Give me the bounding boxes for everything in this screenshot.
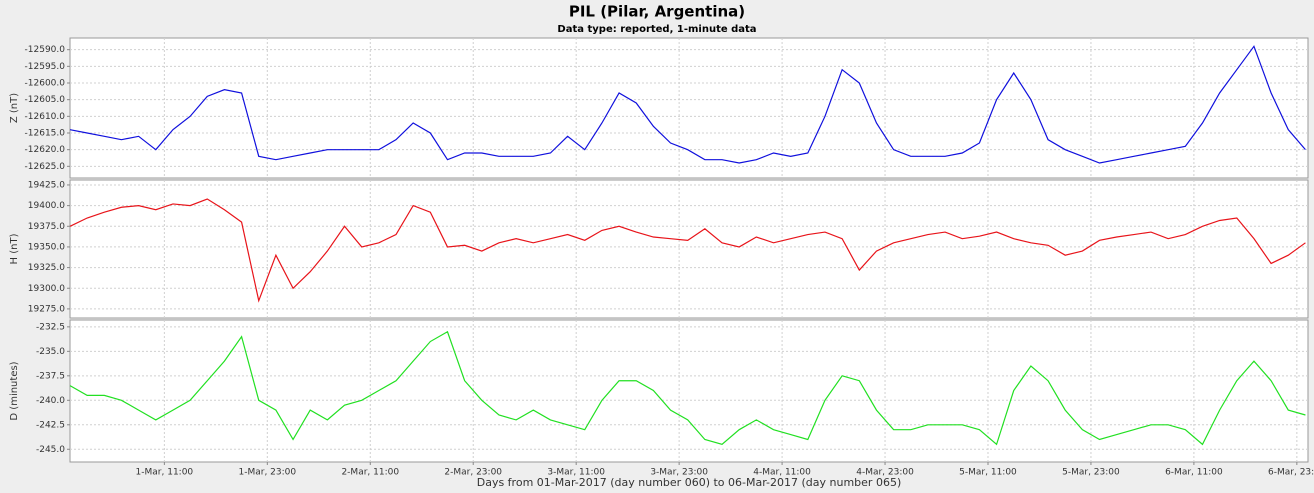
x-tick-label: 4-Mar, 11:00 — [753, 468, 811, 478]
x-tick-label: 5-Mar, 11:00 — [959, 468, 1017, 478]
x-axis-label: Days from 01-Mar-2017 (day number 060) t… — [477, 476, 902, 489]
y-tick-label: -12610.0 — [25, 112, 66, 122]
y-tick-label: -235.0 — [36, 347, 65, 357]
x-tick-label: 6-Mar, 23:00 — [1268, 468, 1314, 478]
x-tick-label: 1-Mar, 23:00 — [239, 468, 297, 478]
x-tick-label: 4-Mar, 23:00 — [856, 468, 914, 478]
x-tick-label: 3-Mar, 11:00 — [547, 468, 605, 478]
y-tick-label: -242.5 — [36, 420, 65, 430]
data-line — [69, 330, 1306, 446]
x-tick-label: 1-Mar, 11:00 — [136, 468, 194, 478]
x-tick-label: 2-Mar, 11:00 — [341, 468, 399, 478]
y-axis-label: Z (nT) — [9, 93, 20, 123]
y-tick-label: -12620.0 — [25, 145, 66, 155]
y-tick-label: -232.5 — [36, 322, 65, 332]
plot-area — [69, 179, 1309, 319]
y-tick-label: -12605.0 — [25, 95, 66, 105]
x-tick-label: 6-Mar, 11:00 — [1165, 468, 1223, 478]
x-tick-label: 2-Mar, 23:00 — [444, 468, 502, 478]
y-tick-label: -240.0 — [36, 396, 65, 406]
y-axis-label: H (nT) — [9, 233, 20, 264]
x-tick-label: 3-Mar, 23:00 — [650, 468, 708, 478]
y-tick-label: -12600.0 — [25, 79, 66, 89]
y-tick-label: -237.5 — [36, 371, 65, 381]
y-tick-label: 19275.0 — [28, 304, 65, 314]
y-axis-label: D (minutes) — [9, 361, 20, 420]
y-tick-label: -12590.0 — [25, 45, 66, 55]
y-tick-label: 19325.0 — [28, 263, 65, 273]
y-tick-label: 19300.0 — [28, 284, 65, 294]
y-tick-label: 19350.0 — [28, 242, 65, 252]
plot-area — [69, 37, 1309, 179]
y-tick-label: -245.0 — [36, 445, 65, 455]
chart-subtitle: Data type: reported, 1-minute data — [557, 24, 756, 35]
y-tick-label: 19400.0 — [28, 201, 65, 211]
y-tick-label: -12625.0 — [25, 162, 66, 172]
chart-title: PIL (Pilar, Argentina) — [569, 3, 745, 21]
data-line — [69, 45, 1306, 164]
y-tick-label: -12615.0 — [25, 129, 66, 139]
y-tick-label: 19375.0 — [28, 222, 65, 232]
data-line — [69, 198, 1306, 303]
y-tick-label: 19425.0 — [28, 180, 65, 190]
y-tick-label: -12595.0 — [25, 62, 66, 72]
x-tick-label: 5-Mar, 23:00 — [1062, 468, 1120, 478]
